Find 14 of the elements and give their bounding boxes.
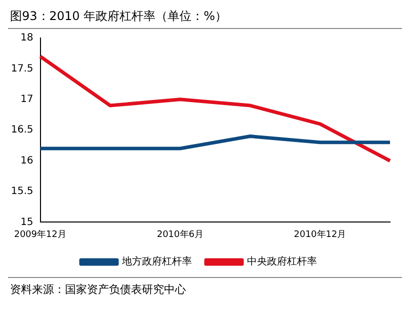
x-tick-label: 2010年6月 [156, 228, 204, 240]
y-tick-label: 15.5 [11, 186, 34, 198]
y-tick-label: 15 [20, 216, 34, 228]
y-tick-label: 16 [20, 155, 34, 166]
chart-title: 图93：2010 年政府杠杆率（单位：%） [8, 8, 402, 29]
x-tick-label: 2009年12月 [14, 228, 66, 240]
y-tick-label: 17.5 [11, 63, 34, 74]
text: 资料来源：国家资产负债表研究中心 [8, 277, 402, 297]
legend-label: 地方政府杠杆率 [121, 256, 192, 268]
y-tick-label: 18 [20, 32, 34, 44]
y-tick-label: 16.5 [11, 124, 34, 136]
x-tick-label: 2010年12月 [294, 228, 346, 240]
y-tick-label: 17 [20, 94, 34, 105]
legend-label: 中央政府杠杆率 [247, 256, 317, 268]
